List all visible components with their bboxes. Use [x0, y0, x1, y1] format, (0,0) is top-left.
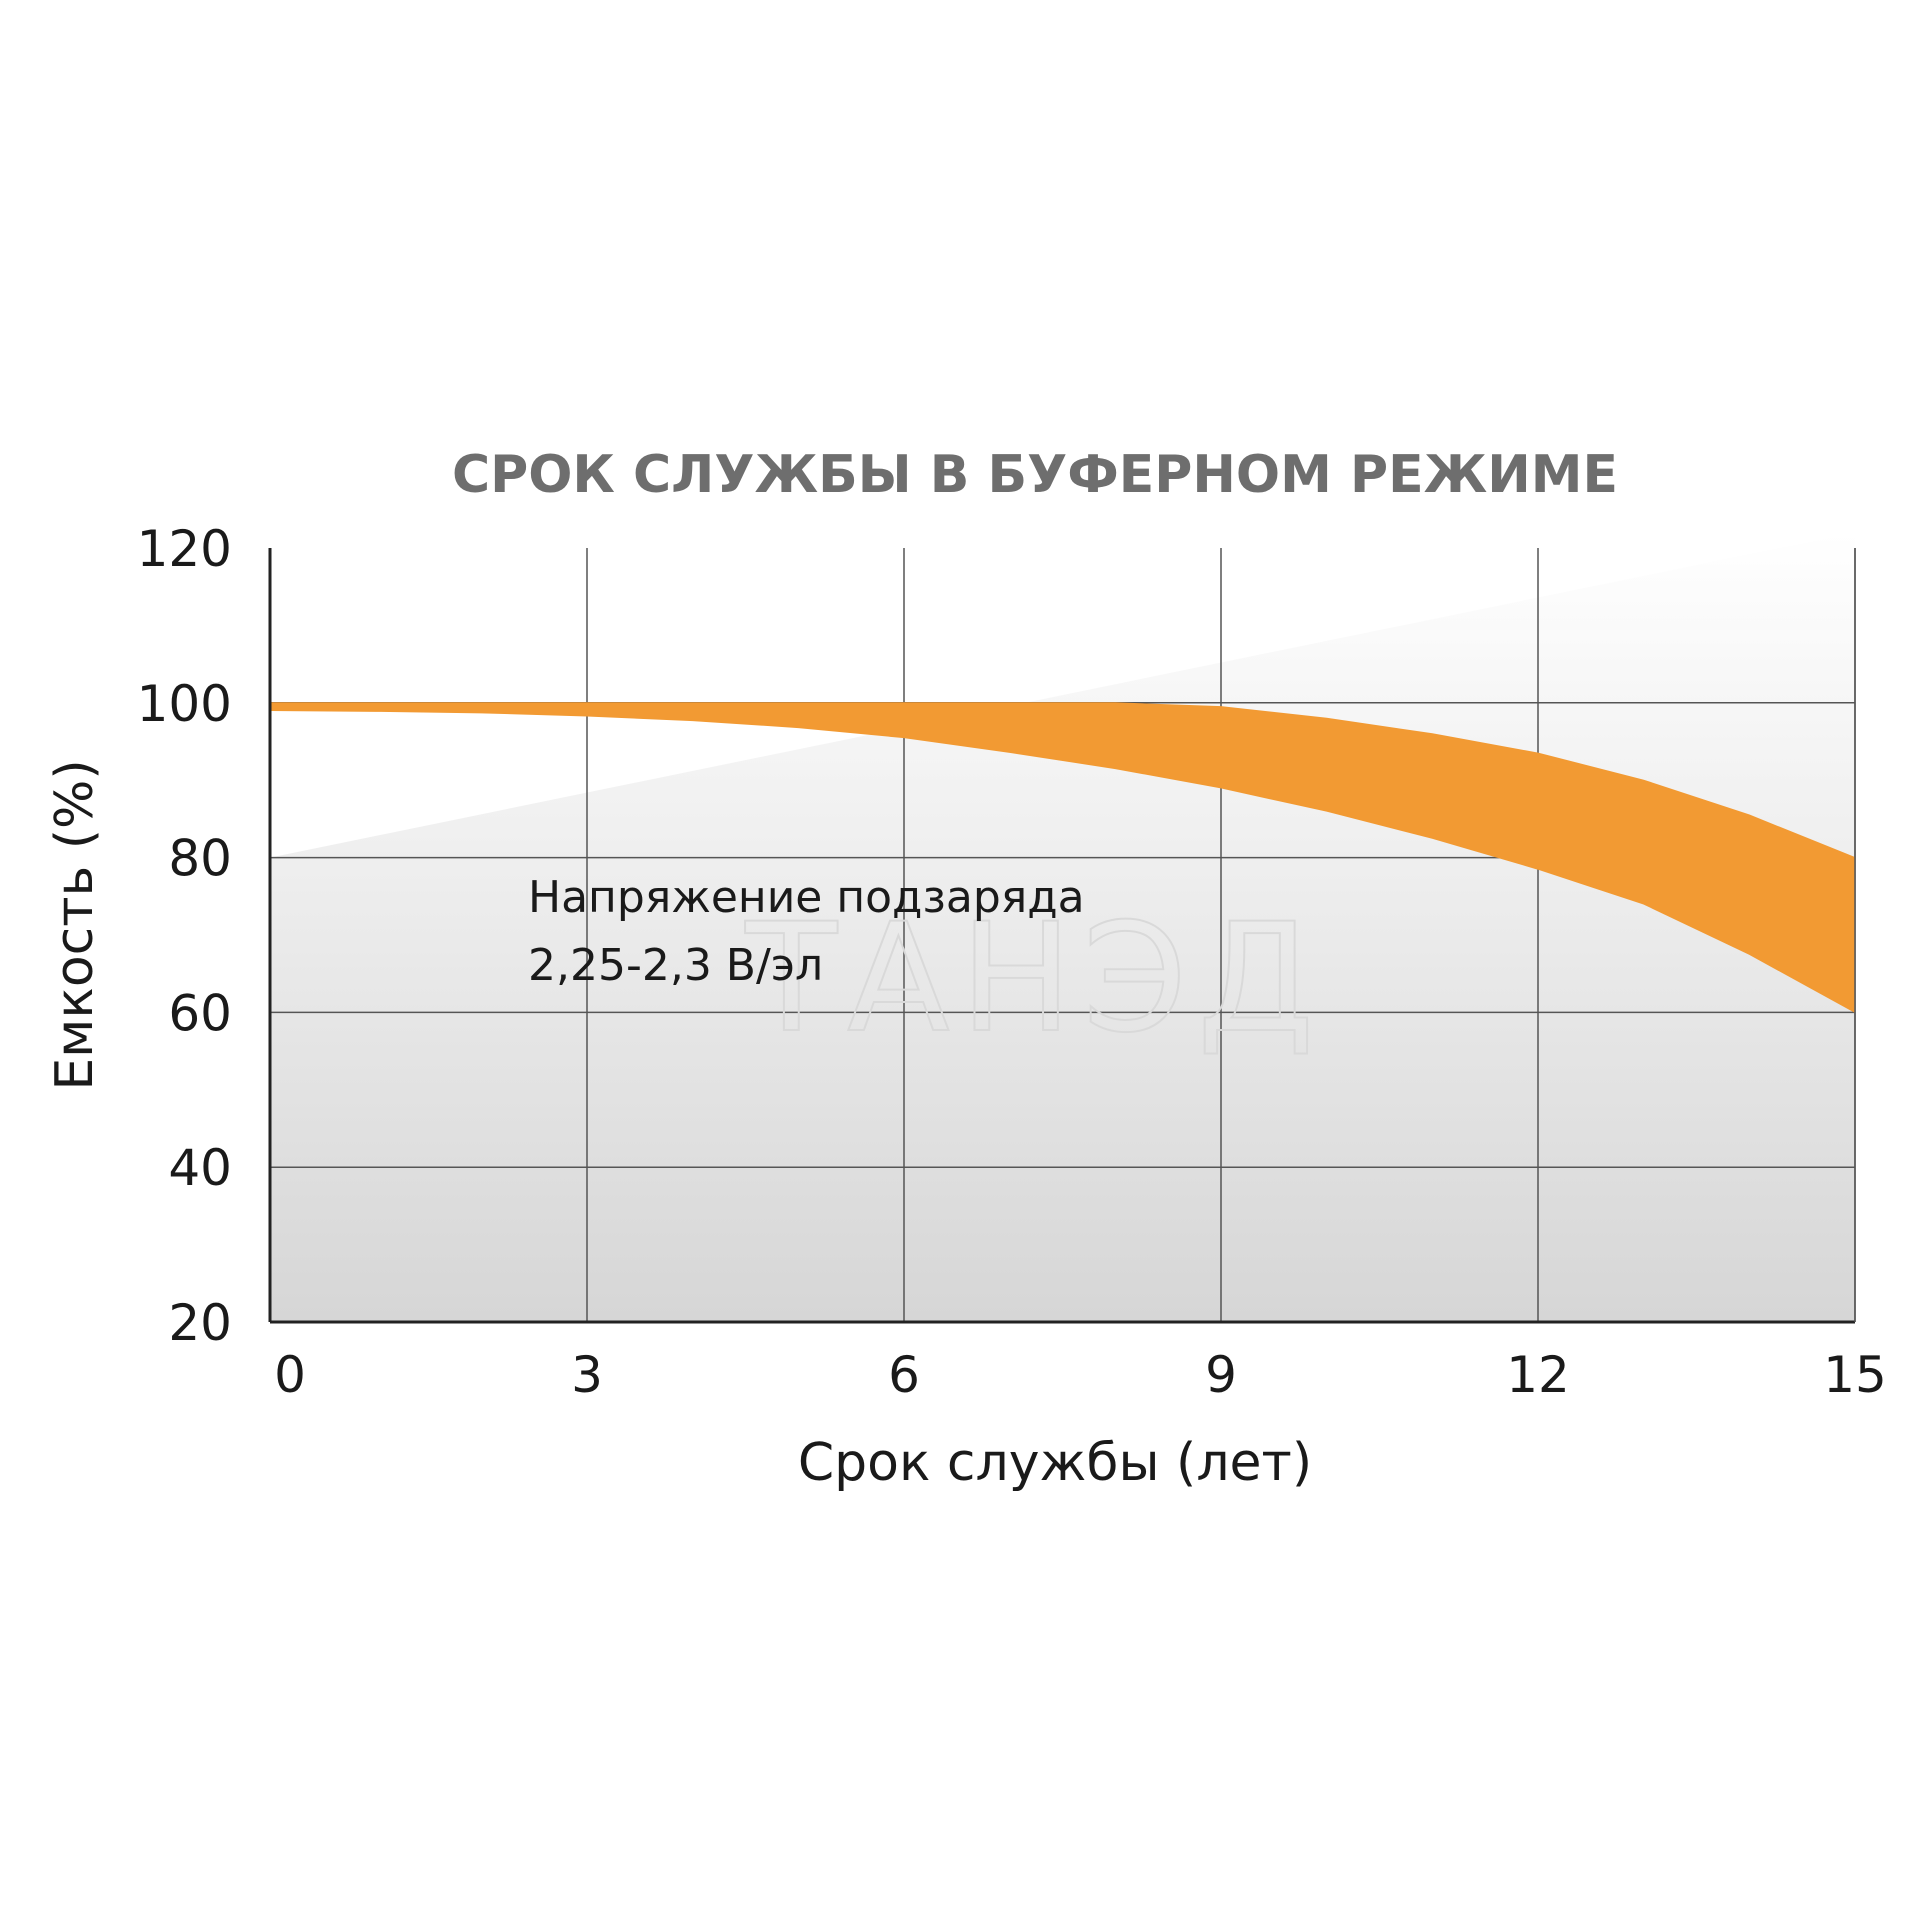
x-tick-label: 3 [571, 1346, 603, 1404]
y-tick-label: 60 [168, 984, 232, 1042]
x-tick-labels: 0 3 6 9 12 15 [274, 1346, 1887, 1404]
chart-title: СРОК СЛУЖБЫ В БУФЕРНОМ РЕЖИМЕ [452, 445, 1618, 505]
plot-background [270, 532, 1855, 1322]
annotation-line-1: Напряжение подзаряда [528, 872, 1085, 923]
plot-shade [270, 532, 1855, 1322]
x-tick-label: 6 [888, 1346, 920, 1404]
x-tick-label: 15 [1823, 1346, 1887, 1404]
watermark-text: ТАНЭД [745, 892, 1325, 1066]
y-axis-label: Емкость (%) [45, 759, 105, 1090]
x-tick-label: 12 [1506, 1346, 1570, 1404]
y-tick-label: 120 [137, 520, 232, 578]
y-tick-labels: 120 100 80 60 40 20 [137, 520, 232, 1352]
x-tick-label: 0 [274, 1346, 306, 1404]
x-axis-label: Срок службы (лет) [798, 1433, 1312, 1493]
annotation: Напряжение подзаряда 2,25-2,3 В/эл [528, 872, 1085, 991]
y-tick-label: 40 [168, 1139, 232, 1197]
y-tick-label: 100 [137, 675, 232, 733]
chart-axes [268, 548, 1856, 1324]
annotation-line-2: 2,25-2,3 В/эл [528, 940, 823, 991]
y-tick-label: 20 [168, 1294, 232, 1352]
y-tick-label: 80 [168, 830, 232, 888]
x-tick-label: 9 [1205, 1346, 1237, 1404]
